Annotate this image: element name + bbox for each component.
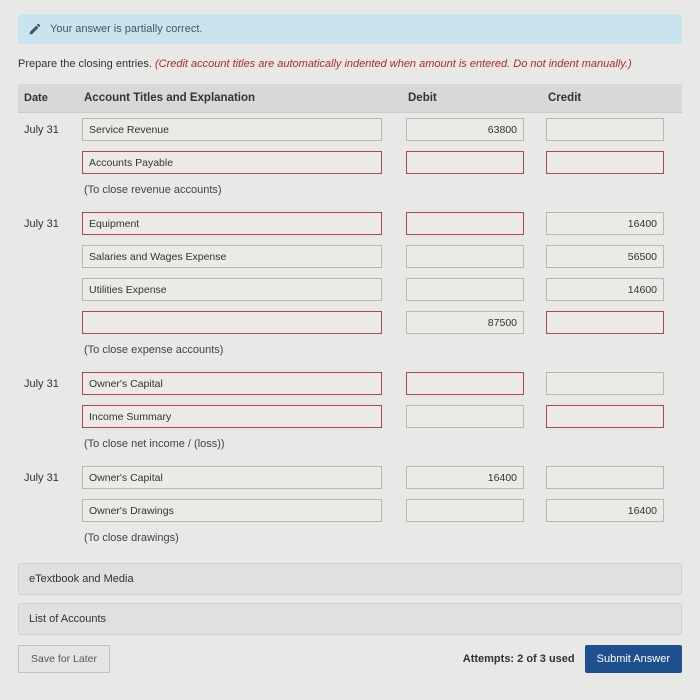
closing-entries-table: Date Account Titles and Explanation Debi…: [18, 84, 682, 555]
date-cell: [18, 288, 78, 292]
debit-input[interactable]: [406, 499, 524, 522]
debit-input[interactable]: [406, 212, 524, 235]
debit-input[interactable]: [406, 405, 524, 428]
entry-line: July 31Owner's Capital 16400: [18, 461, 682, 494]
date-cell: [18, 255, 78, 259]
credit-input[interactable]: [546, 311, 664, 334]
entry-note: (To close revenue accounts): [18, 179, 682, 201]
entry-line: Accounts Payable: [18, 146, 682, 179]
partial-correct-banner: Your answer is partially correct.: [18, 14, 682, 44]
debit-input[interactable]: 63800: [406, 118, 524, 141]
account-title-input[interactable]: Service Revenue: [82, 118, 382, 141]
table-header: Date Account Titles and Explanation Debi…: [18, 84, 682, 113]
pencil-icon: [28, 22, 42, 36]
date-cell: [18, 415, 78, 419]
expandable-section[interactable]: eTextbook and Media: [18, 563, 682, 595]
debit-input[interactable]: [406, 245, 524, 268]
credit-input[interactable]: 16400: [546, 499, 664, 522]
account-title-input[interactable]: Utilities Expense: [82, 278, 382, 301]
banner-text: Your answer is partially correct.: [50, 23, 202, 35]
debit-input[interactable]: 87500: [406, 311, 524, 334]
entry-line: Utilities Expense 14600: [18, 273, 682, 306]
entry-line: July 31Owner's Capital: [18, 367, 682, 400]
credit-input[interactable]: 16400: [546, 212, 664, 235]
entry-line: Salaries and Wages Expense 56500: [18, 240, 682, 273]
credit-input[interactable]: [546, 151, 664, 174]
debit-input[interactable]: [406, 372, 524, 395]
date-cell: July 31: [18, 216, 78, 232]
account-title-input[interactable]: Owner's Capital: [82, 466, 382, 489]
entry-note: (To close expense accounts): [18, 339, 682, 361]
submit-answer-button[interactable]: Submit Answer: [585, 645, 682, 673]
date-cell: [18, 509, 78, 513]
debit-input[interactable]: 16400: [406, 466, 524, 489]
account-title-input[interactable]: Income Summary: [82, 405, 382, 428]
attempts-text: Attempts: 2 of 3 used: [463, 653, 575, 665]
col-credit: Credit: [542, 84, 682, 112]
account-title-input[interactable]: Salaries and Wages Expense: [82, 245, 382, 268]
footer-bar: Save for Later Attempts: 2 of 3 used Sub…: [18, 645, 682, 673]
credit-input[interactable]: [546, 405, 664, 428]
date-cell: July 31: [18, 470, 78, 486]
debit-input[interactable]: [406, 151, 524, 174]
entry-line: July 31Service Revenue 63800: [18, 113, 682, 146]
account-title-input[interactable]: Owner's Capital: [82, 372, 382, 395]
account-title-input[interactable]: [82, 311, 382, 334]
save-for-later-button[interactable]: Save for Later: [18, 645, 110, 673]
entry-line: July 31Equipment 16400: [18, 207, 682, 240]
debit-input[interactable]: [406, 278, 524, 301]
entry-line: 87500: [18, 306, 682, 339]
date-cell: [18, 321, 78, 325]
entry-note: (To close drawings): [18, 527, 682, 549]
date-cell: July 31: [18, 122, 78, 138]
account-title-input[interactable]: Accounts Payable: [82, 151, 382, 174]
credit-input[interactable]: [546, 466, 664, 489]
credit-input[interactable]: [546, 372, 664, 395]
col-account: Account Titles and Explanation: [78, 84, 402, 112]
account-title-input[interactable]: Owner's Drawings: [82, 499, 382, 522]
credit-input[interactable]: [546, 118, 664, 141]
instruction-plain: Prepare the closing entries.: [18, 58, 155, 70]
entry-note: (To close net income / (loss)): [18, 433, 682, 455]
date-cell: [18, 161, 78, 165]
account-title-input[interactable]: Equipment: [82, 212, 382, 235]
instruction: Prepare the closing entries. (Credit acc…: [18, 58, 682, 70]
credit-input[interactable]: 14600: [546, 278, 664, 301]
date-cell: July 31: [18, 376, 78, 392]
credit-input[interactable]: 56500: [546, 245, 664, 268]
col-date: Date: [18, 84, 78, 112]
instruction-italic: (Credit account titles are automatically…: [155, 58, 632, 70]
entry-line: Owner's Drawings 16400: [18, 494, 682, 527]
entry-line: Income Summary: [18, 400, 682, 433]
col-debit: Debit: [402, 84, 542, 112]
expandable-section[interactable]: List of Accounts: [18, 603, 682, 635]
